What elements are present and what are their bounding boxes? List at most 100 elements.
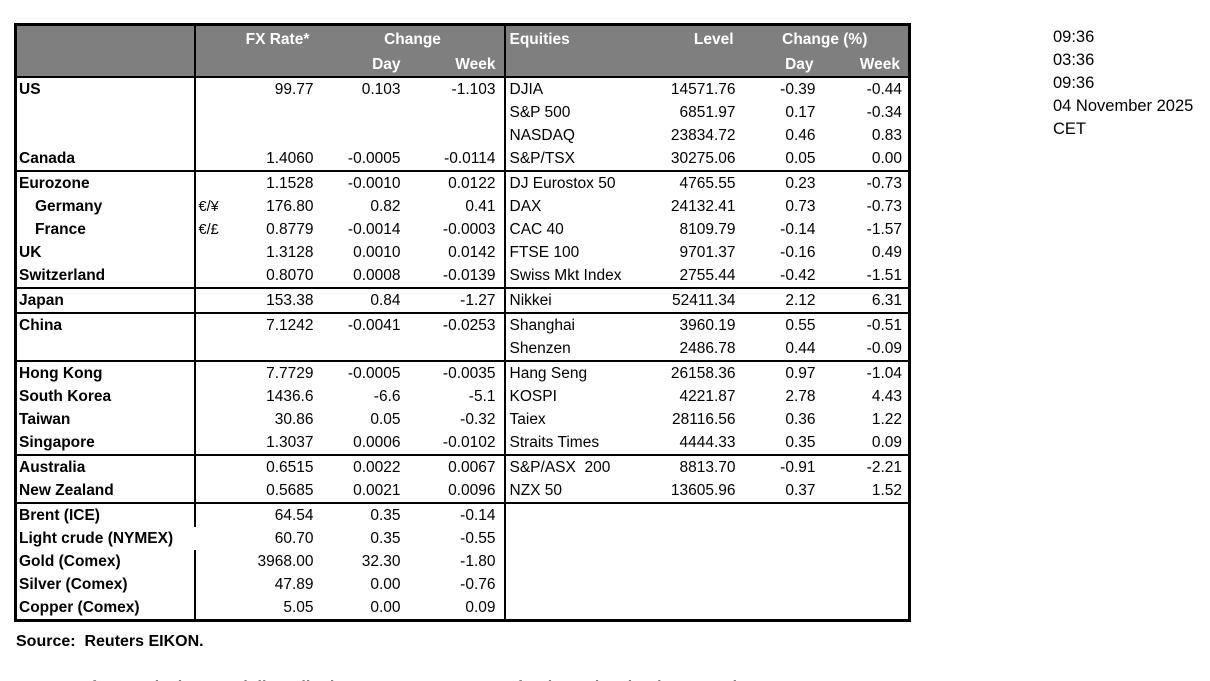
fx-name: Hong Kong: [19, 364, 103, 382]
fx-change-week: -0.55: [460, 529, 496, 547]
fx-change-day: 0.0021: [321, 479, 409, 504]
fx-symbol: [193, 241, 234, 264]
fx-rate: 3968.00: [257, 552, 314, 570]
equity-name: [503, 503, 652, 527]
table-row: Singapore 1.3037 0.0006 -0.0102 Straits Time…: [15, 431, 910, 456]
equity-name: DJIA: [503, 77, 652, 101]
fx-name: [16, 101, 195, 124]
equity-level: 9701.37: [679, 243, 736, 261]
fx-change-week: -0.0253: [442, 316, 496, 334]
fx-change-week: 0.09: [465, 598, 496, 616]
equity-change-day: 2.78: [785, 387, 816, 405]
fx-symbol: [193, 101, 234, 124]
table-row: Canada 1.4060 -0.0005 -0.0114 S&P/TSX 30275.0…: [15, 147, 910, 172]
table-row: Light crude (NYMEX) 60.70 0.35 -0.55: [16, 527, 910, 550]
equity-day-header: Day: [741, 53, 822, 78]
fx-change-week: 0.0122: [448, 174, 496, 192]
equity-change-day: 0.46: [785, 126, 816, 144]
source-note: Source: Reuters EIKON.: [16, 633, 204, 650]
fx-name: Canada: [15, 147, 195, 172]
footnotes: Source: Reuters EIKON. * FX Rate for USD…: [16, 607, 834, 681]
table-row: Australia 0.6515 0.0022 0.0067 S&P/ASX 200 88…: [16, 455, 910, 479]
fx-name: Singapore: [15, 431, 195, 456]
equity-change-week: [822, 503, 910, 527]
fx-change-week: -0.0102: [408, 431, 505, 456]
equity-change-week: [822, 550, 910, 573]
fx-name: Australia: [19, 458, 86, 476]
equity-level: 2755.44: [651, 264, 742, 289]
fx-change-week: -0.32: [460, 410, 496, 428]
equity-change-day: 0.05: [741, 147, 822, 172]
equity-level: 4765.55: [679, 174, 736, 192]
equity-change-day: 0.35: [741, 431, 822, 456]
timestamps: 09:36 03:36 09:36 04 November 2025 CET: [1053, 26, 1193, 141]
equity-level: 8109.79: [679, 220, 736, 238]
equity-change-week: 0.00: [821, 147, 910, 172]
table-row: New Zealand 0.5685 0.0021 0.0096 NZX 50 13605…: [15, 479, 910, 504]
equity-level: 4444.33: [651, 431, 742, 456]
fx-rate: 0.8070: [233, 264, 322, 289]
equity-change-week: -1.57: [866, 220, 902, 238]
fx-change-day: [322, 101, 409, 124]
fx-rate: [234, 101, 322, 124]
fx-name: Taiwan: [19, 410, 71, 428]
fx-change-week: [409, 124, 505, 147]
equity-name: Nikkei: [503, 288, 652, 314]
equity-level: 24132.41: [670, 197, 736, 215]
equity-level: [652, 527, 742, 550]
fx-change-day: -0.0005: [321, 147, 409, 172]
equity-level: 14571.76: [670, 80, 736, 98]
equity-name: Hang Seng: [503, 361, 652, 385]
fx-change-day: 0.0006: [321, 431, 409, 456]
fx-rate: [233, 337, 322, 362]
fx-change-day: 0.35: [370, 506, 401, 524]
equity-change-day: 0.73: [785, 197, 816, 215]
table-row: Japan 153.38 0.84 -1.27 Nikkei 52411.34 2.12 6.…: [15, 288, 910, 314]
fx-rate: [234, 124, 322, 147]
empty-header-cell: [233, 53, 322, 78]
fx-name: Silver (Comex): [19, 575, 128, 593]
equity-level: 2486.78: [651, 337, 742, 362]
equity-level: 6851.97: [679, 103, 736, 121]
equity-change-week: -0.51: [866, 316, 902, 334]
fx-change-week: -0.0139: [408, 264, 505, 289]
fx-change-week: 0.0142: [448, 243, 496, 261]
equity-change-week: -1.04: [866, 364, 902, 382]
fx-symbol-header: [193, 24, 234, 53]
equity-name: DJ Eurostox 50: [503, 171, 652, 195]
fx-change-week: -1.80: [460, 552, 496, 570]
level-header: Level: [651, 24, 742, 53]
fx-change-day: 0.00: [370, 598, 401, 616]
table-row: South Korea 1436.6 -6.6 -5.1 KOSPI 4221.87 2.7…: [16, 385, 910, 408]
equity-name: [503, 573, 652, 596]
fx-name-header: [15, 24, 195, 53]
fx-change-day: 0.35: [370, 529, 401, 547]
fx-name: France: [35, 220, 86, 238]
table-row: UK 1.3128 0.0010 0.0142 FTSE 100 9701.37 -0.16…: [16, 241, 910, 264]
equity-level: 23834.72: [670, 126, 736, 144]
equity-change-week: [822, 573, 910, 596]
fx-change-week: 0.0096: [408, 479, 505, 504]
equity-name: FTSE 100: [503, 241, 652, 264]
fx-rate: 153.38: [233, 288, 322, 314]
empty-header-cell: [193, 53, 234, 78]
equity-name: [503, 527, 652, 550]
empty-header-cell: [651, 53, 742, 78]
fx-rate: 1.3037: [233, 431, 322, 456]
equity-change-week: 4.43: [871, 387, 902, 405]
fx-change-day: -0.0005: [347, 364, 401, 382]
equity-name: S&P/TSX: [503, 147, 652, 172]
header-row-1: FX Rate* Change Equities Level Change (%…: [15, 24, 910, 53]
fx-name: Copper (Comex): [19, 598, 140, 616]
fx-name: US: [19, 80, 41, 98]
equity-name: NZX 50: [503, 479, 652, 504]
equity-change-week: 0.83: [871, 126, 902, 144]
equity-change-day: -0.39: [780, 80, 816, 98]
fx-change-week: -0.76: [460, 575, 496, 593]
equity-change-week: -2.21: [866, 458, 902, 476]
fx-symbol: [193, 171, 234, 195]
equity-change-day: 0.97: [785, 364, 816, 382]
fx-change-day: [321, 337, 409, 362]
fx-rate: 0.6515: [266, 458, 314, 476]
equity-change-day: -0.16: [780, 243, 816, 261]
